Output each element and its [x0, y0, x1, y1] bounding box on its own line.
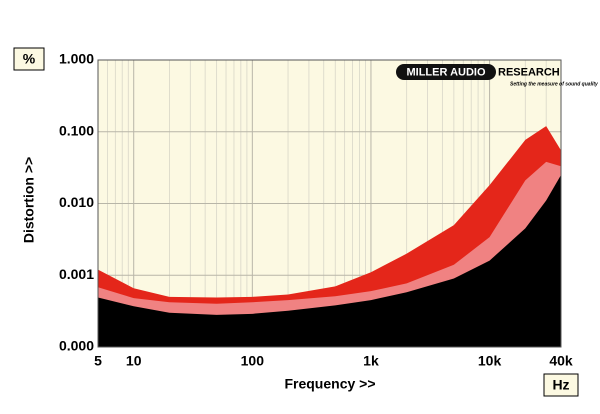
y-axis-label: Distortion >>	[21, 157, 37, 243]
logo-name: RESEARCH	[498, 66, 560, 78]
x-unit-box	[543, 373, 579, 397]
x-tick-label: 100	[241, 353, 265, 369]
x-tick-label: 1k	[363, 353, 379, 369]
logo-tagline: Setting the measure of sound quality	[510, 81, 598, 87]
x-tick-label: 10k	[478, 353, 502, 369]
area	[98, 174, 561, 347]
x-tick-label: 40k	[549, 353, 573, 369]
y-unit: %	[23, 51, 36, 67]
y-unit-box	[13, 47, 45, 71]
areas	[98, 126, 561, 347]
y-tick-label: 0.000	[59, 338, 94, 354]
y-tick-label: 1.000	[59, 51, 94, 67]
x-tick-label: 5	[94, 353, 102, 369]
logo-badge	[396, 64, 496, 80]
plot-frame	[97, 59, 562, 348]
x-axis-label: Frequency >>	[284, 376, 375, 392]
x-unit: Hz	[552, 377, 569, 393]
y-tick-label: 0.100	[59, 122, 94, 138]
logo-name: MILLER AUDIO	[406, 66, 485, 78]
logo: MILLER AUDIO RESEARCH Setting the measur…	[396, 64, 598, 87]
x-tick-label: 10	[126, 353, 142, 369]
y-tick-label: 0.010	[59, 194, 94, 210]
y-tick-label: 0.001	[59, 266, 94, 282]
